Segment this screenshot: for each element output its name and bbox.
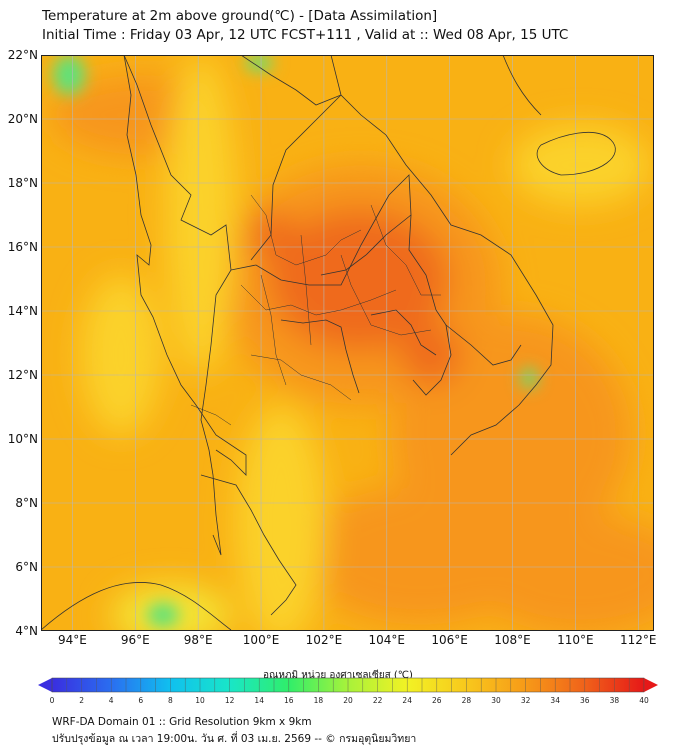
colorbar-extend-high — [644, 678, 658, 692]
colorbar-tick-label: 2 — [79, 696, 84, 705]
map-subtitle: Initial Time : Friday 03 Apr, 12 UTC FCS… — [42, 27, 569, 43]
lat-tick-label: 14°N — [7, 304, 38, 318]
colorbar-tick-label: 8 — [168, 696, 173, 705]
lon-tick-label: 98°E — [183, 633, 213, 647]
colorbar-ticks — [51, 678, 645, 692]
lat-tick-label: 18°N — [7, 176, 38, 190]
colorbar-tick-label: 38 — [610, 696, 620, 705]
colorbar-tick-label: 12 — [225, 696, 235, 705]
graticule — [41, 55, 654, 631]
map-title: Temperature at 2m above ground(℃) - [Dat… — [42, 8, 438, 24]
lon-tick-label: 96°E — [120, 633, 150, 647]
lon-tick-label: 102°E — [305, 633, 343, 647]
coastlines — [41, 55, 616, 631]
colorbar-tick-label: 40 — [639, 696, 649, 705]
lon-tick-label: 106°E — [431, 633, 468, 647]
lat-tick-label: 22°N — [7, 48, 38, 62]
lat-tick-label: 20°N — [7, 112, 38, 126]
lat-tick-label: 16°N — [7, 240, 38, 254]
temperature-field-shading — [51, 55, 654, 631]
colorbar-tick-label: 0 — [50, 696, 55, 705]
lon-tick-label: 108°E — [494, 633, 531, 647]
lon-tick-label: 94°E — [57, 633, 87, 647]
colorbar-tick-label: 22 — [373, 696, 383, 705]
colorbar-tick-label: 20 — [343, 696, 353, 705]
colorbar: 0 2 4 6 8 10 12 14 16 18 20 22 24 26 28 30 32 34 36 38 40 — [38, 677, 658, 705]
lat-tick-label: 4°N — [15, 624, 38, 638]
colorbar-tick-label: 28 — [462, 696, 472, 705]
lat-tick-label: 12°N — [7, 368, 38, 382]
map-frame — [41, 55, 654, 631]
colorbar-tick-label: 10 — [195, 696, 205, 705]
colorbar-tick-label: 4 — [109, 696, 114, 705]
footer-update-info: ปรับปรุงข้อมูล ณ เวลา 19:00น. วัน ศ. ที่… — [52, 733, 417, 745]
temperature-map[interactable] — [41, 55, 654, 631]
lon-tick-label: 104°E — [368, 633, 406, 647]
lat-tick-label: 8°N — [15, 496, 38, 510]
lon-tick-label: 100°E — [242, 633, 280, 647]
colorbar-tick-label: 34 — [550, 696, 560, 705]
province-borders — [190, 194, 441, 426]
colorbar-tick-label: 24 — [402, 696, 412, 705]
colorbar-tick-label: 26 — [432, 696, 442, 705]
colorbar-tick-label: 6 — [138, 696, 143, 705]
colorbar-tick-label: 32 — [521, 696, 531, 705]
colorbar-tick-label: 14 — [254, 696, 264, 705]
colorbar-tick-label: 36 — [580, 696, 590, 705]
lat-tick-label: 6°N — [15, 560, 38, 574]
colorbar-tick-label: 16 — [284, 696, 294, 705]
lon-tick-label: 110°E — [557, 633, 594, 647]
colorbar-title: อุณหภูมิ หน่วย องศาเซลเซียส (℃) — [263, 670, 413, 681]
colorbar-tick-labels: 0 2 4 6 8 10 12 14 16 18 20 22 24 26 28 30 32 34 36 38 40 — [50, 696, 649, 705]
lon-tick-label: 112°E — [620, 633, 657, 647]
colorbar-tick-label: 30 — [491, 696, 501, 705]
country-borders — [123, 55, 554, 616]
cold-spots — [53, 55, 537, 627]
colorbar-tick-label: 18 — [314, 696, 324, 705]
lat-tick-label: 10°N — [7, 432, 38, 446]
temperature-map-canvas — [41, 55, 654, 631]
colorbar-extend-low — [38, 678, 52, 692]
footer-model-info: WRF-DA Domain 01 :: Grid Resolution 9km … — [52, 716, 312, 728]
